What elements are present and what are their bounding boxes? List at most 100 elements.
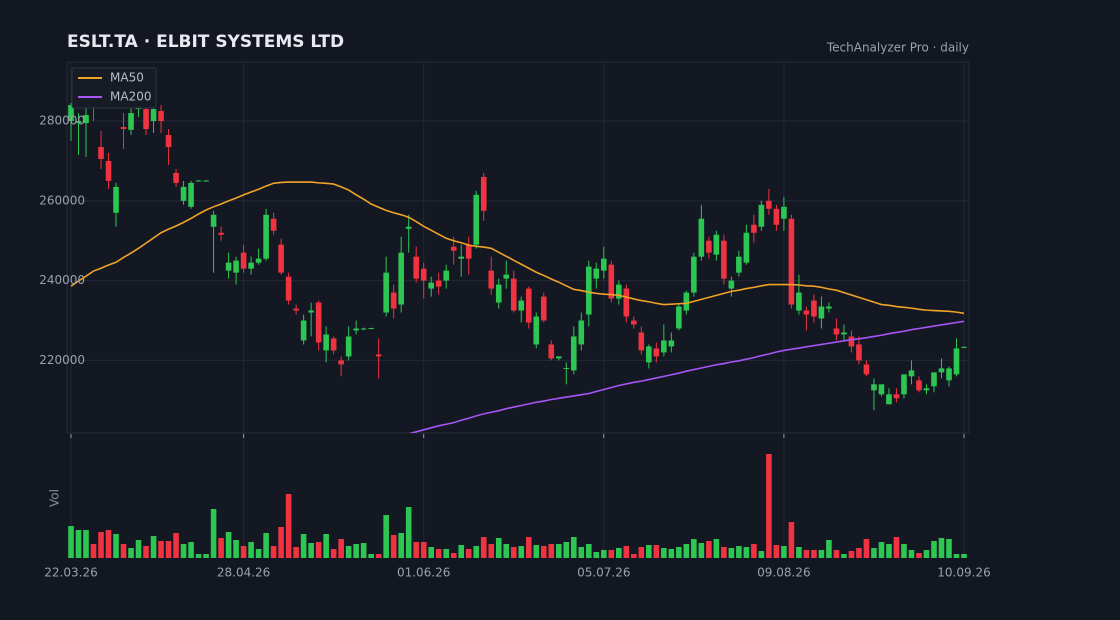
volume-bar (203, 554, 209, 558)
volume-bar (691, 539, 697, 558)
candle-body (293, 308, 299, 311)
volume-bar (878, 542, 885, 558)
candle-body (841, 332, 847, 335)
volume-bar (841, 554, 847, 558)
volume-bar (916, 553, 922, 558)
candle-body (398, 252, 404, 305)
volume-bar (345, 546, 352, 558)
candles (68, 85, 967, 411)
volume-bar (405, 507, 412, 558)
candle-body (158, 111, 164, 122)
volume-bar (713, 539, 720, 558)
x-tick-label: 28.04.26 (217, 566, 270, 580)
volume-bar (180, 544, 187, 558)
volume-bar (518, 546, 525, 558)
volume-bar (668, 549, 675, 558)
volume-bar (173, 533, 179, 558)
candle-body (743, 232, 750, 263)
candle-body (98, 146, 104, 159)
volume-pane (67, 438, 969, 558)
candle-body (848, 336, 855, 347)
volume-bar (698, 543, 705, 558)
candle-body (503, 274, 510, 279)
candle-body (931, 372, 937, 387)
candle-body (465, 244, 472, 259)
volume-bar (923, 550, 930, 558)
volume-bar (480, 537, 487, 558)
y-tick-label: 260000 (39, 193, 85, 207)
candle-body (773, 208, 780, 225)
volume-bar (600, 550, 607, 558)
volume-bar (908, 550, 915, 558)
candle-body (375, 354, 382, 357)
volume-bar (225, 532, 232, 558)
legend-label: MA200 (110, 90, 151, 104)
volume-bar (638, 547, 645, 558)
candle-body (435, 280, 442, 287)
volume-bar (488, 544, 495, 558)
volume-bar (803, 550, 810, 558)
volume-bar (503, 544, 510, 558)
volume-bar (931, 541, 937, 558)
volume-bar (818, 550, 825, 558)
volume-bar (83, 530, 89, 558)
volume-bar (555, 544, 562, 558)
volume-bar (848, 551, 855, 558)
volume-bar (946, 539, 952, 558)
volume-bar (676, 547, 682, 558)
y-tick-label: 240000 (39, 273, 85, 287)
volume-bar (285, 494, 292, 558)
volume-bar (661, 548, 667, 558)
candle-body (270, 218, 277, 231)
volume-bar (435, 549, 442, 558)
volume-bar (728, 548, 735, 558)
volume-bar (383, 515, 389, 558)
candle-body (570, 336, 577, 371)
volume-bar (495, 538, 502, 558)
volume-bar (68, 526, 74, 558)
candle-body (563, 367, 570, 369)
candle-body (203, 180, 209, 182)
volume-bar (525, 537, 532, 558)
volume-label: Vol (48, 489, 62, 507)
volume-bar (165, 541, 172, 558)
candle-body (916, 380, 922, 391)
candle-body (691, 256, 697, 293)
candle-body (683, 292, 690, 311)
volume-bar (781, 546, 787, 558)
candle-body (300, 320, 307, 341)
candle-body (893, 394, 900, 399)
candle-body (323, 334, 329, 351)
x-tick-label: 22.03.26 (44, 566, 97, 580)
candle-body (585, 266, 592, 315)
candle-body (285, 276, 292, 301)
candle-body (600, 258, 607, 271)
candle-body (661, 340, 667, 353)
candle-body (766, 200, 772, 209)
candle-body (886, 394, 892, 405)
candle-body (473, 194, 480, 245)
candle-body (173, 172, 179, 183)
volume-bar (248, 542, 254, 558)
candle-body (818, 306, 825, 319)
candle-body (781, 206, 787, 219)
candle-body (488, 270, 495, 289)
candle-body (758, 204, 765, 227)
volume-bar (210, 509, 217, 558)
volume-bar (413, 542, 419, 558)
candle-body (278, 244, 284, 273)
legend-label: MA50 (110, 71, 144, 85)
ma-line (70, 181, 965, 315)
volume-bar (721, 547, 727, 558)
volume-bar (143, 546, 149, 558)
volume-bar (270, 546, 277, 558)
x-tick-label: 05.07.26 (577, 566, 630, 580)
volume-bar (623, 546, 630, 558)
candle-body (120, 127, 127, 130)
volume-bar (608, 550, 615, 558)
candle-body (623, 288, 630, 317)
candle-body (788, 218, 795, 305)
ma-line (408, 320, 965, 433)
candle-body (676, 306, 682, 329)
